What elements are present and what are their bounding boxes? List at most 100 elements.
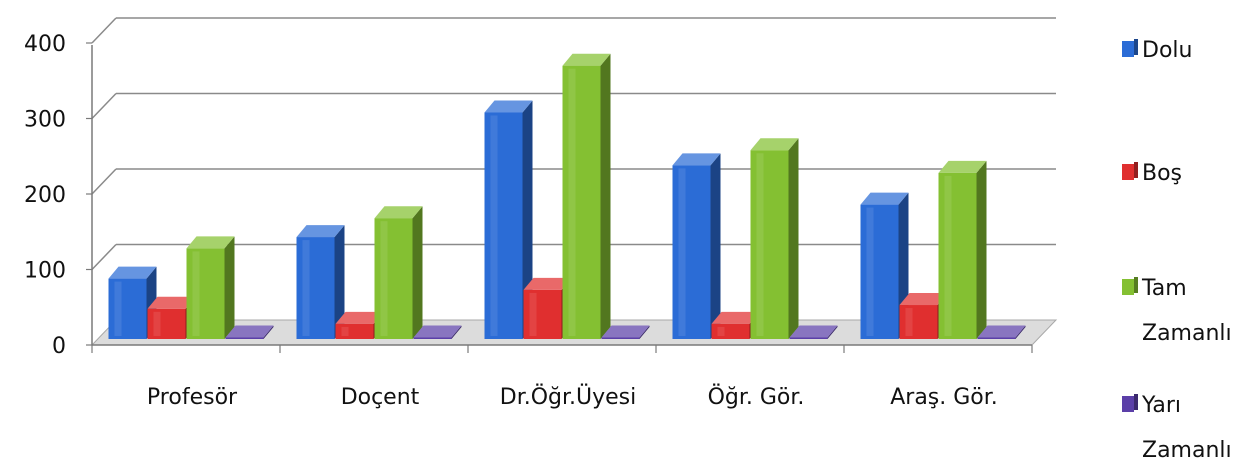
- bar-highlight: [490, 115, 498, 336]
- bar-front: [225, 337, 264, 339]
- bar-side: [522, 100, 533, 339]
- bar: [413, 325, 462, 339]
- bar-front: [750, 150, 789, 339]
- bar-side: [827, 325, 838, 339]
- x-category-label: Doçent: [341, 385, 420, 410]
- bar-top: [413, 325, 462, 338]
- bar-top: [523, 277, 572, 290]
- bar-top: [296, 225, 345, 238]
- bar-top: [108, 266, 157, 279]
- bar-side: [412, 206, 423, 339]
- legend-label-line2: Zamanlı: [1142, 321, 1232, 346]
- bar-front: [108, 278, 147, 339]
- bar-top: [601, 325, 650, 338]
- bar-side: [224, 236, 235, 339]
- bar-side: [639, 325, 650, 339]
- x-category-label: Araş. Gör.: [890, 385, 998, 410]
- legend-label: Tam: [1141, 276, 1187, 301]
- bar: [374, 206, 423, 339]
- bar-top: [484, 100, 533, 113]
- bar-top: [977, 325, 1026, 338]
- bar-side: [451, 325, 462, 339]
- bar-front: [374, 218, 413, 339]
- legend-label: Yarı: [1141, 393, 1181, 418]
- bar: [296, 225, 345, 339]
- bar-top: [899, 293, 948, 306]
- bar-front: [789, 337, 828, 339]
- gridline-side: [91, 243, 117, 271]
- legend-label-line2: Zamanlı: [1142, 438, 1232, 463]
- bar-highlight: [529, 292, 537, 336]
- bars: [108, 53, 1026, 339]
- legend-swatch: [1122, 396, 1134, 412]
- bar: [750, 138, 799, 339]
- bar-front: [938, 172, 977, 339]
- bar-top: [225, 325, 274, 338]
- legend: Dolu Boş Tam Zamanlı Yarı Zamanlı: [1122, 38, 1232, 463]
- bar-highlight: [341, 326, 349, 336]
- bar-front: [413, 337, 452, 339]
- bar-highlight: [905, 308, 913, 336]
- bar-top: [860, 192, 909, 205]
- bar-highlight: [302, 240, 310, 336]
- bar-top: [938, 160, 987, 173]
- bar-front: [562, 65, 601, 339]
- bar: [977, 325, 1026, 339]
- bar-side: [788, 138, 799, 339]
- bar-front: [977, 337, 1016, 339]
- bar-front: [672, 165, 711, 339]
- bar-highlight: [756, 153, 764, 336]
- bar-highlight: [568, 68, 576, 336]
- bar: [860, 192, 909, 339]
- bar-highlight: [866, 207, 874, 336]
- legend-swatch-side: [1134, 162, 1138, 178]
- legend-entry: Yarı Zamanlı: [1122, 393, 1232, 463]
- bar-top: [374, 206, 423, 219]
- bar-front: [899, 305, 938, 339]
- legend-swatch-side: [1134, 277, 1138, 293]
- x-category-label: Öğr. Gör.: [708, 384, 805, 410]
- bar: [484, 100, 533, 339]
- bar-top: [186, 236, 235, 249]
- gridline-side: [91, 168, 117, 195]
- bar-front: [860, 204, 899, 339]
- legend-swatch: [1122, 164, 1134, 180]
- bar-side: [710, 153, 721, 339]
- legend-swatch: [1122, 41, 1134, 57]
- bar-highlight: [114, 281, 122, 336]
- bar-side: [1015, 325, 1026, 339]
- bar-front: [186, 248, 225, 339]
- bar-front: [147, 308, 186, 339]
- bar-front: [296, 237, 335, 339]
- labels: 0 100 200 300 400 Profesör Doçent Dr.Öğr.Üyesi Ö…: [24, 32, 998, 410]
- gridline-side: [91, 92, 117, 120]
- y-tick-label: 0: [52, 334, 66, 359]
- y-tick-label: 200: [24, 183, 66, 208]
- bar-side: [600, 53, 611, 339]
- bar: [938, 160, 987, 339]
- x-category-label: Profesör: [147, 385, 238, 410]
- bar-top: [335, 311, 384, 324]
- legend-entry: Dolu: [1122, 38, 1192, 63]
- bar: [601, 325, 650, 339]
- y-tick-label: 300: [24, 108, 66, 133]
- legend-swatch-side: [1134, 394, 1138, 410]
- legend-entry: Boş: [1122, 161, 1182, 186]
- bar: [562, 53, 611, 339]
- bar-front: [523, 289, 562, 339]
- bar: [789, 325, 838, 339]
- bar-highlight: [944, 175, 952, 336]
- bar-top: [672, 153, 721, 166]
- legend-entry: Tam Zamanlı: [1122, 276, 1232, 346]
- legend-swatch: [1122, 279, 1134, 295]
- bar-highlight: [192, 251, 200, 336]
- y-tick-label: 400: [24, 32, 66, 57]
- bar-highlight: [380, 221, 388, 336]
- bar: [186, 236, 235, 339]
- bar-front: [484, 112, 523, 339]
- bar-front: [601, 337, 640, 339]
- bar-side: [263, 325, 274, 339]
- axes: [86, 42, 1033, 353]
